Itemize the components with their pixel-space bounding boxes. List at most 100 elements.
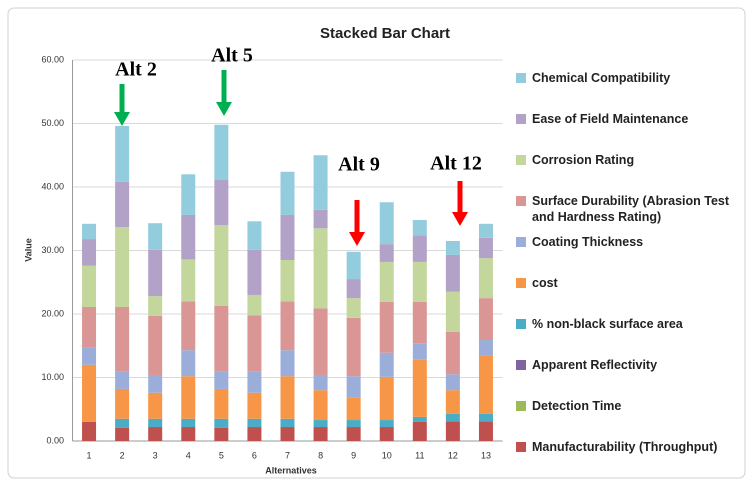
bar-segment — [115, 418, 130, 428]
annotation-arrow-head — [349, 232, 365, 246]
annotation: Alt 9 — [338, 154, 380, 176]
annotation: Alt 5 — [211, 45, 253, 67]
bar-segment — [247, 315, 262, 372]
bar-segment — [379, 420, 394, 428]
y-tick-label: 30.00 — [41, 245, 64, 255]
bar-segment — [445, 331, 460, 375]
bar-segment — [115, 126, 130, 182]
legend-swatch — [516, 73, 526, 83]
y-tick-label: 0.00 — [46, 435, 64, 445]
y-tick-label: 60.00 — [41, 54, 64, 64]
bar-segment — [148, 249, 163, 297]
bar-segment — [280, 260, 295, 302]
legend-label: Detection Time — [532, 399, 622, 413]
x-axis-label: Alternatives — [265, 465, 317, 475]
bar-segment — [280, 376, 295, 419]
legend-label: cost — [532, 276, 558, 290]
bar-segment — [181, 259, 196, 302]
bar-segment — [412, 235, 427, 262]
annotation-arrow-head — [452, 212, 468, 226]
legend-swatch — [516, 237, 526, 247]
bar-segment — [478, 421, 493, 441]
bar-segment — [412, 359, 427, 417]
y-tick-label: 10.00 — [41, 372, 64, 382]
legend-item: Apparent Reflectivity — [516, 357, 657, 373]
y-tick-label: 20.00 — [41, 308, 64, 318]
bar-segment — [379, 352, 394, 377]
x-tick-label: 5 — [219, 450, 224, 460]
legend-item: cost — [516, 275, 558, 291]
legend-label: % non-black surface area — [532, 317, 683, 331]
bar-segment — [148, 427, 163, 441]
bar-segment — [148, 315, 163, 375]
bar-segment — [412, 220, 427, 236]
bar-segment — [148, 296, 163, 316]
x-tick-label: 11 — [415, 450, 424, 460]
legend-item: Ease of Field Maintenance — [516, 111, 688, 127]
legend-item: Detection Time — [516, 398, 621, 414]
annotation-arrow-head — [216, 102, 232, 116]
legend-label: Manufacturability (Throughput) — [532, 440, 718, 454]
bar-segment — [478, 355, 493, 414]
bar-segment — [82, 421, 97, 441]
bar-segment — [115, 388, 130, 419]
legend-item: % non-black surface area — [516, 316, 683, 332]
y-axis-label: Value — [23, 238, 33, 262]
bar-segment — [82, 239, 97, 266]
bar-segment — [181, 174, 196, 215]
bar-segment — [412, 261, 427, 302]
x-tick-label: 13 — [481, 450, 491, 460]
bar-segment — [181, 427, 196, 441]
bar-segment — [280, 427, 295, 441]
legend-swatch — [516, 360, 526, 370]
legend-item: Corrosion Rating — [516, 152, 634, 168]
bar-segment — [181, 418, 196, 428]
bar-segment — [280, 214, 295, 261]
bar-segment — [346, 279, 361, 299]
bar-segment — [214, 180, 229, 226]
bar-segment — [379, 202, 394, 245]
bar-segment — [247, 371, 262, 393]
bar-segment — [148, 223, 163, 250]
bar-segment — [82, 364, 97, 422]
legend-label: Ease of Field Maintenance — [532, 112, 689, 126]
bar-segment — [181, 214, 196, 260]
x-tick-label: 2 — [120, 450, 125, 460]
legend-label: Corrosion Rating — [532, 153, 635, 167]
bar-segment — [412, 416, 427, 422]
chart-title: Stacked Bar Chart — [320, 25, 450, 42]
legend-swatch — [516, 114, 526, 124]
bar-segment — [478, 258, 493, 299]
bar-segment — [346, 251, 361, 280]
bar-segment — [280, 350, 295, 377]
x-tick-label: 6 — [252, 450, 257, 460]
bar-segment — [148, 392, 163, 419]
bar-segment — [115, 307, 130, 372]
x-tick-label: 1 — [87, 450, 92, 460]
bar-segment — [115, 227, 130, 308]
legend-label: Chemical Compatibility — [532, 71, 671, 85]
bar-segment — [214, 388, 229, 419]
bar-segment — [280, 171, 295, 215]
bar-segment — [214, 305, 229, 372]
bar-segment — [313, 420, 328, 428]
legend-label: Apparent Reflectivity — [532, 358, 658, 372]
bar-segment — [313, 390, 328, 421]
bar-segment — [478, 340, 493, 356]
bar-segment — [346, 397, 361, 421]
bar-segment — [379, 261, 394, 302]
bar-segment — [379, 301, 394, 353]
bar-segment — [115, 181, 130, 228]
bar-segment — [379, 427, 394, 441]
bar-segment — [280, 418, 295, 428]
x-tick-label: 9 — [351, 450, 356, 460]
annotation: Alt 12 — [430, 153, 482, 175]
bar-segment — [379, 244, 394, 262]
bar-segment — [478, 223, 493, 238]
bar-segment — [478, 413, 493, 422]
bar-segment — [313, 374, 328, 391]
legend-item: Coating Thickness — [516, 234, 643, 250]
bar-segment — [247, 249, 262, 295]
bar-segment — [379, 376, 394, 421]
